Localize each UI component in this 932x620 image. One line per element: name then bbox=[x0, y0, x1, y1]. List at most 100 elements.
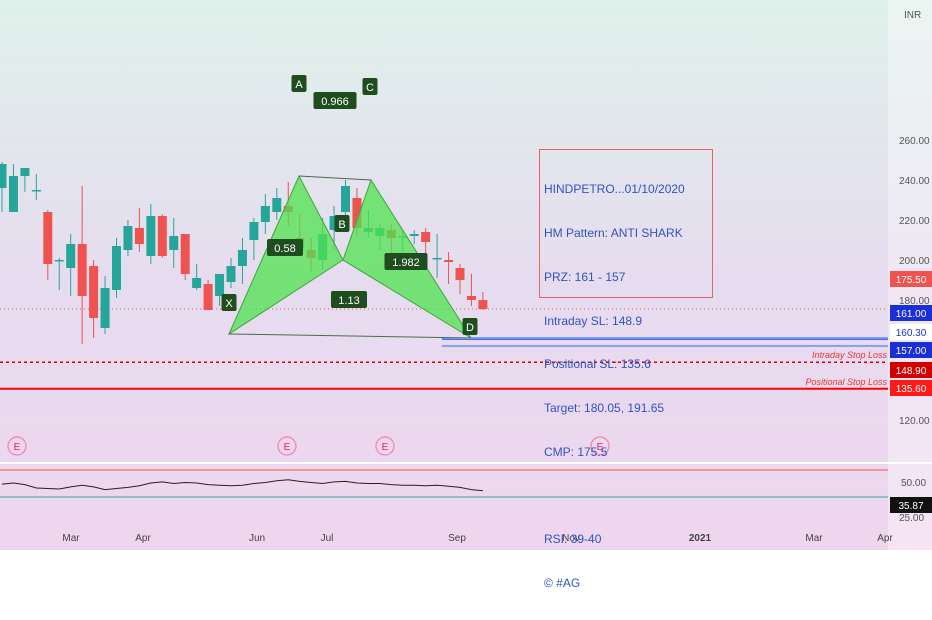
rsi-value-badge-text: 35.87 bbox=[898, 501, 923, 512]
candle-body bbox=[134, 228, 144, 244]
ratio-xb-label-bg bbox=[267, 239, 303, 256]
earnings-letter: E bbox=[382, 442, 389, 453]
earnings-letter: E bbox=[597, 442, 604, 453]
pattern-point-a: A bbox=[291, 75, 307, 92]
time-tick-label: Apr bbox=[135, 533, 151, 544]
candle bbox=[466, 274, 476, 306]
price-badge: 161.00 bbox=[890, 305, 932, 321]
candle-body bbox=[192, 278, 202, 288]
ratio-bd-label-text: 1.982 bbox=[392, 257, 420, 269]
price-badge: 135.60 bbox=[890, 380, 932, 396]
candle bbox=[192, 264, 202, 290]
pattern-point-d-bg bbox=[462, 318, 478, 335]
candle bbox=[409, 230, 419, 244]
price-badge-text: 148.90 bbox=[896, 366, 927, 377]
candle bbox=[146, 204, 156, 264]
candle bbox=[169, 218, 179, 268]
candle bbox=[215, 274, 225, 306]
candle-body bbox=[89, 266, 99, 318]
ratio-xd-label-text: 1.13 bbox=[338, 295, 359, 307]
ratio-xb-label: 0.58 bbox=[267, 239, 303, 256]
price-tick-label: 220.00 bbox=[899, 216, 930, 227]
pattern-point-a-text: A bbox=[295, 79, 303, 91]
candle bbox=[66, 234, 76, 296]
candle-body bbox=[66, 244, 76, 268]
price-badge-text: 135.60 bbox=[896, 384, 927, 395]
candle-body bbox=[341, 186, 350, 212]
candle-body bbox=[421, 232, 431, 242]
candle bbox=[8, 164, 18, 212]
pattern-point-x-bg bbox=[221, 294, 237, 311]
candle-body bbox=[54, 260, 64, 262]
note-line: © #AG bbox=[544, 576, 581, 591]
price-badge-bg bbox=[890, 362, 932, 378]
rsi-value-badge: 35.87 bbox=[890, 497, 932, 513]
currency-label: INR bbox=[904, 10, 921, 21]
earnings-letter: E bbox=[14, 442, 21, 453]
price-tick-label: 180.00 bbox=[899, 296, 930, 307]
positional-sl-label: Positional Stop Loss bbox=[805, 377, 887, 387]
candle-body bbox=[31, 190, 41, 192]
candle bbox=[237, 238, 247, 284]
candle bbox=[444, 252, 454, 284]
price-tick-label: 240.00 bbox=[899, 176, 930, 187]
candle-body bbox=[432, 258, 442, 260]
note-line: CMP: 175.5 bbox=[544, 444, 608, 459]
candle-body bbox=[203, 284, 213, 310]
candle bbox=[478, 292, 488, 310]
candle bbox=[180, 234, 190, 280]
candle-body bbox=[444, 260, 454, 262]
earnings-marker: E bbox=[277, 436, 297, 456]
time-tick-label: Mar bbox=[805, 533, 823, 544]
candle-body bbox=[226, 266, 236, 282]
price-badge: 175.50 bbox=[890, 271, 932, 287]
note-line: Intraday SL: 148.9 bbox=[544, 313, 643, 328]
candle bbox=[157, 214, 167, 258]
pattern-point-x: X bbox=[221, 294, 237, 311]
price-badge-text: 161.00 bbox=[896, 309, 927, 320]
candle-body bbox=[77, 244, 87, 296]
candle bbox=[134, 208, 144, 252]
candle bbox=[432, 234, 442, 278]
price-tick-label: 200.00 bbox=[899, 256, 930, 267]
pattern-point-x-text: X bbox=[225, 298, 233, 310]
candle-body bbox=[455, 268, 465, 280]
candle bbox=[260, 194, 270, 234]
candle-body bbox=[0, 164, 7, 188]
price-badge-text: 175.50 bbox=[896, 275, 927, 286]
earnings-circle bbox=[590, 436, 610, 456]
note-line: PRZ: 161 - 157 bbox=[544, 269, 626, 284]
time-tick-label: Jul bbox=[321, 533, 334, 544]
earnings-marker: E bbox=[375, 436, 395, 456]
time-tick-label: 2021 bbox=[689, 533, 712, 544]
pattern-point-b: B bbox=[334, 215, 350, 232]
candle-body bbox=[146, 216, 156, 256]
candle bbox=[272, 188, 282, 220]
price-badge-text: 157.00 bbox=[896, 346, 927, 357]
note-line: RSI: 39-40 bbox=[544, 532, 602, 547]
candle-body bbox=[352, 198, 362, 228]
earnings-circle bbox=[277, 436, 297, 456]
candle-body bbox=[180, 234, 190, 274]
candle-body bbox=[8, 176, 18, 212]
ratio-xd-label: 1.13 bbox=[331, 291, 367, 308]
time-tick-label: Nov bbox=[562, 533, 580, 544]
candle-body bbox=[249, 222, 259, 240]
time-tick-label: Sep bbox=[448, 533, 466, 544]
candle bbox=[100, 276, 110, 334]
pattern-point-d-text: D bbox=[466, 322, 474, 334]
candle bbox=[249, 218, 259, 260]
ratio-bd-label-bg bbox=[384, 253, 428, 270]
price-chart[interactable]: 260.00 240.00 220.00 200.00 180.00 120.00 INR 5… bbox=[0, 0, 932, 550]
candle bbox=[226, 258, 236, 288]
note-line: Positional SL: 135.6 bbox=[544, 357, 651, 372]
note-line: Target: 180.05, 191.65 bbox=[544, 401, 665, 416]
note-line: HM Pattern: ANTI SHARK bbox=[544, 225, 683, 240]
rsi-value-badge-bg bbox=[890, 497, 932, 513]
candle-body bbox=[157, 216, 167, 256]
candle-body bbox=[478, 300, 488, 309]
candle bbox=[31, 174, 41, 200]
pattern-point-d: D bbox=[462, 318, 478, 335]
candle-body bbox=[169, 236, 179, 250]
price-badge-bg bbox=[890, 324, 932, 340]
